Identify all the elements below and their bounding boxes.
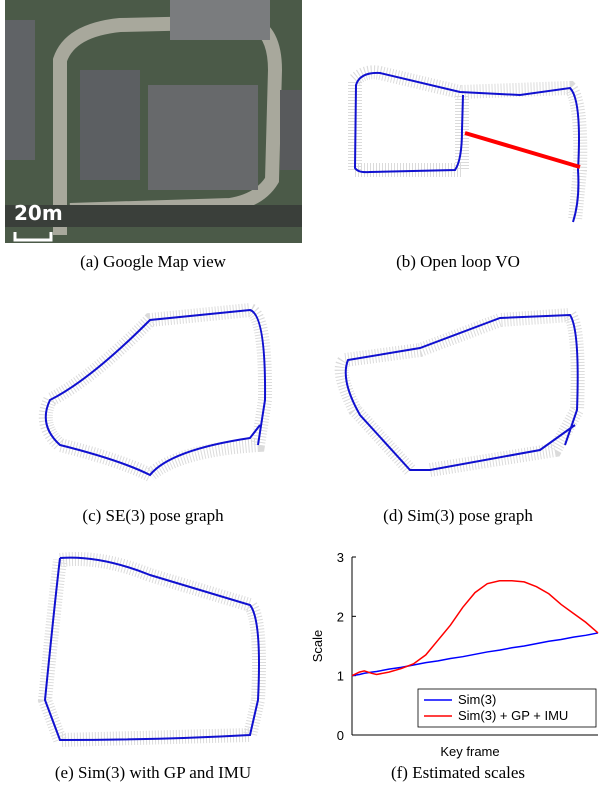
map-building (280, 90, 302, 170)
y-tick-label: 3 (337, 550, 344, 565)
caption: (c) SE(3) pose graph (82, 506, 224, 525)
loop-error (465, 133, 580, 167)
map-building (80, 70, 140, 180)
y-tick-label: 1 (337, 669, 344, 684)
caption: (f) Estimated scales (391, 763, 525, 782)
series-line (352, 581, 598, 676)
caption: (a) Google Map view (80, 252, 227, 271)
point-cloud (45, 559, 259, 740)
map-building (148, 85, 258, 190)
trajectory (46, 310, 265, 475)
page: 20m (a) Google Map view (b) Open loop VO… (0, 0, 602, 789)
trajectory (346, 315, 578, 470)
caption: (e) Sim(3) with GP and IMU (55, 763, 251, 782)
x-axis-label: Key frame (440, 744, 499, 759)
map-image: 20m (5, 0, 302, 243)
trajectory-c (46, 310, 265, 475)
caption: (b) Open loop VO (396, 252, 520, 271)
y-axis-label: Scale (310, 630, 325, 663)
legend-label: Sim(3) + GP + IMU (458, 708, 568, 723)
y-tick-label: 0 (337, 728, 344, 743)
caption: (d) Sim(3) pose graph (383, 506, 533, 525)
map-building (170, 0, 270, 40)
legend-label: Sim(3) (458, 692, 496, 707)
trajectory-b (355, 72, 580, 222)
trajectory (45, 558, 259, 740)
point-cloud (355, 72, 580, 220)
scale-label: 20m (14, 201, 63, 225)
figure: 20m (a) Google Map view (b) Open loop VO… (0, 0, 602, 789)
series-line (352, 633, 598, 676)
point-cloud (342, 315, 578, 470)
trajectory-d (342, 315, 578, 470)
trajectory-e (45, 558, 259, 740)
y-tick-label: 2 (337, 609, 344, 624)
map-building (5, 20, 35, 160)
